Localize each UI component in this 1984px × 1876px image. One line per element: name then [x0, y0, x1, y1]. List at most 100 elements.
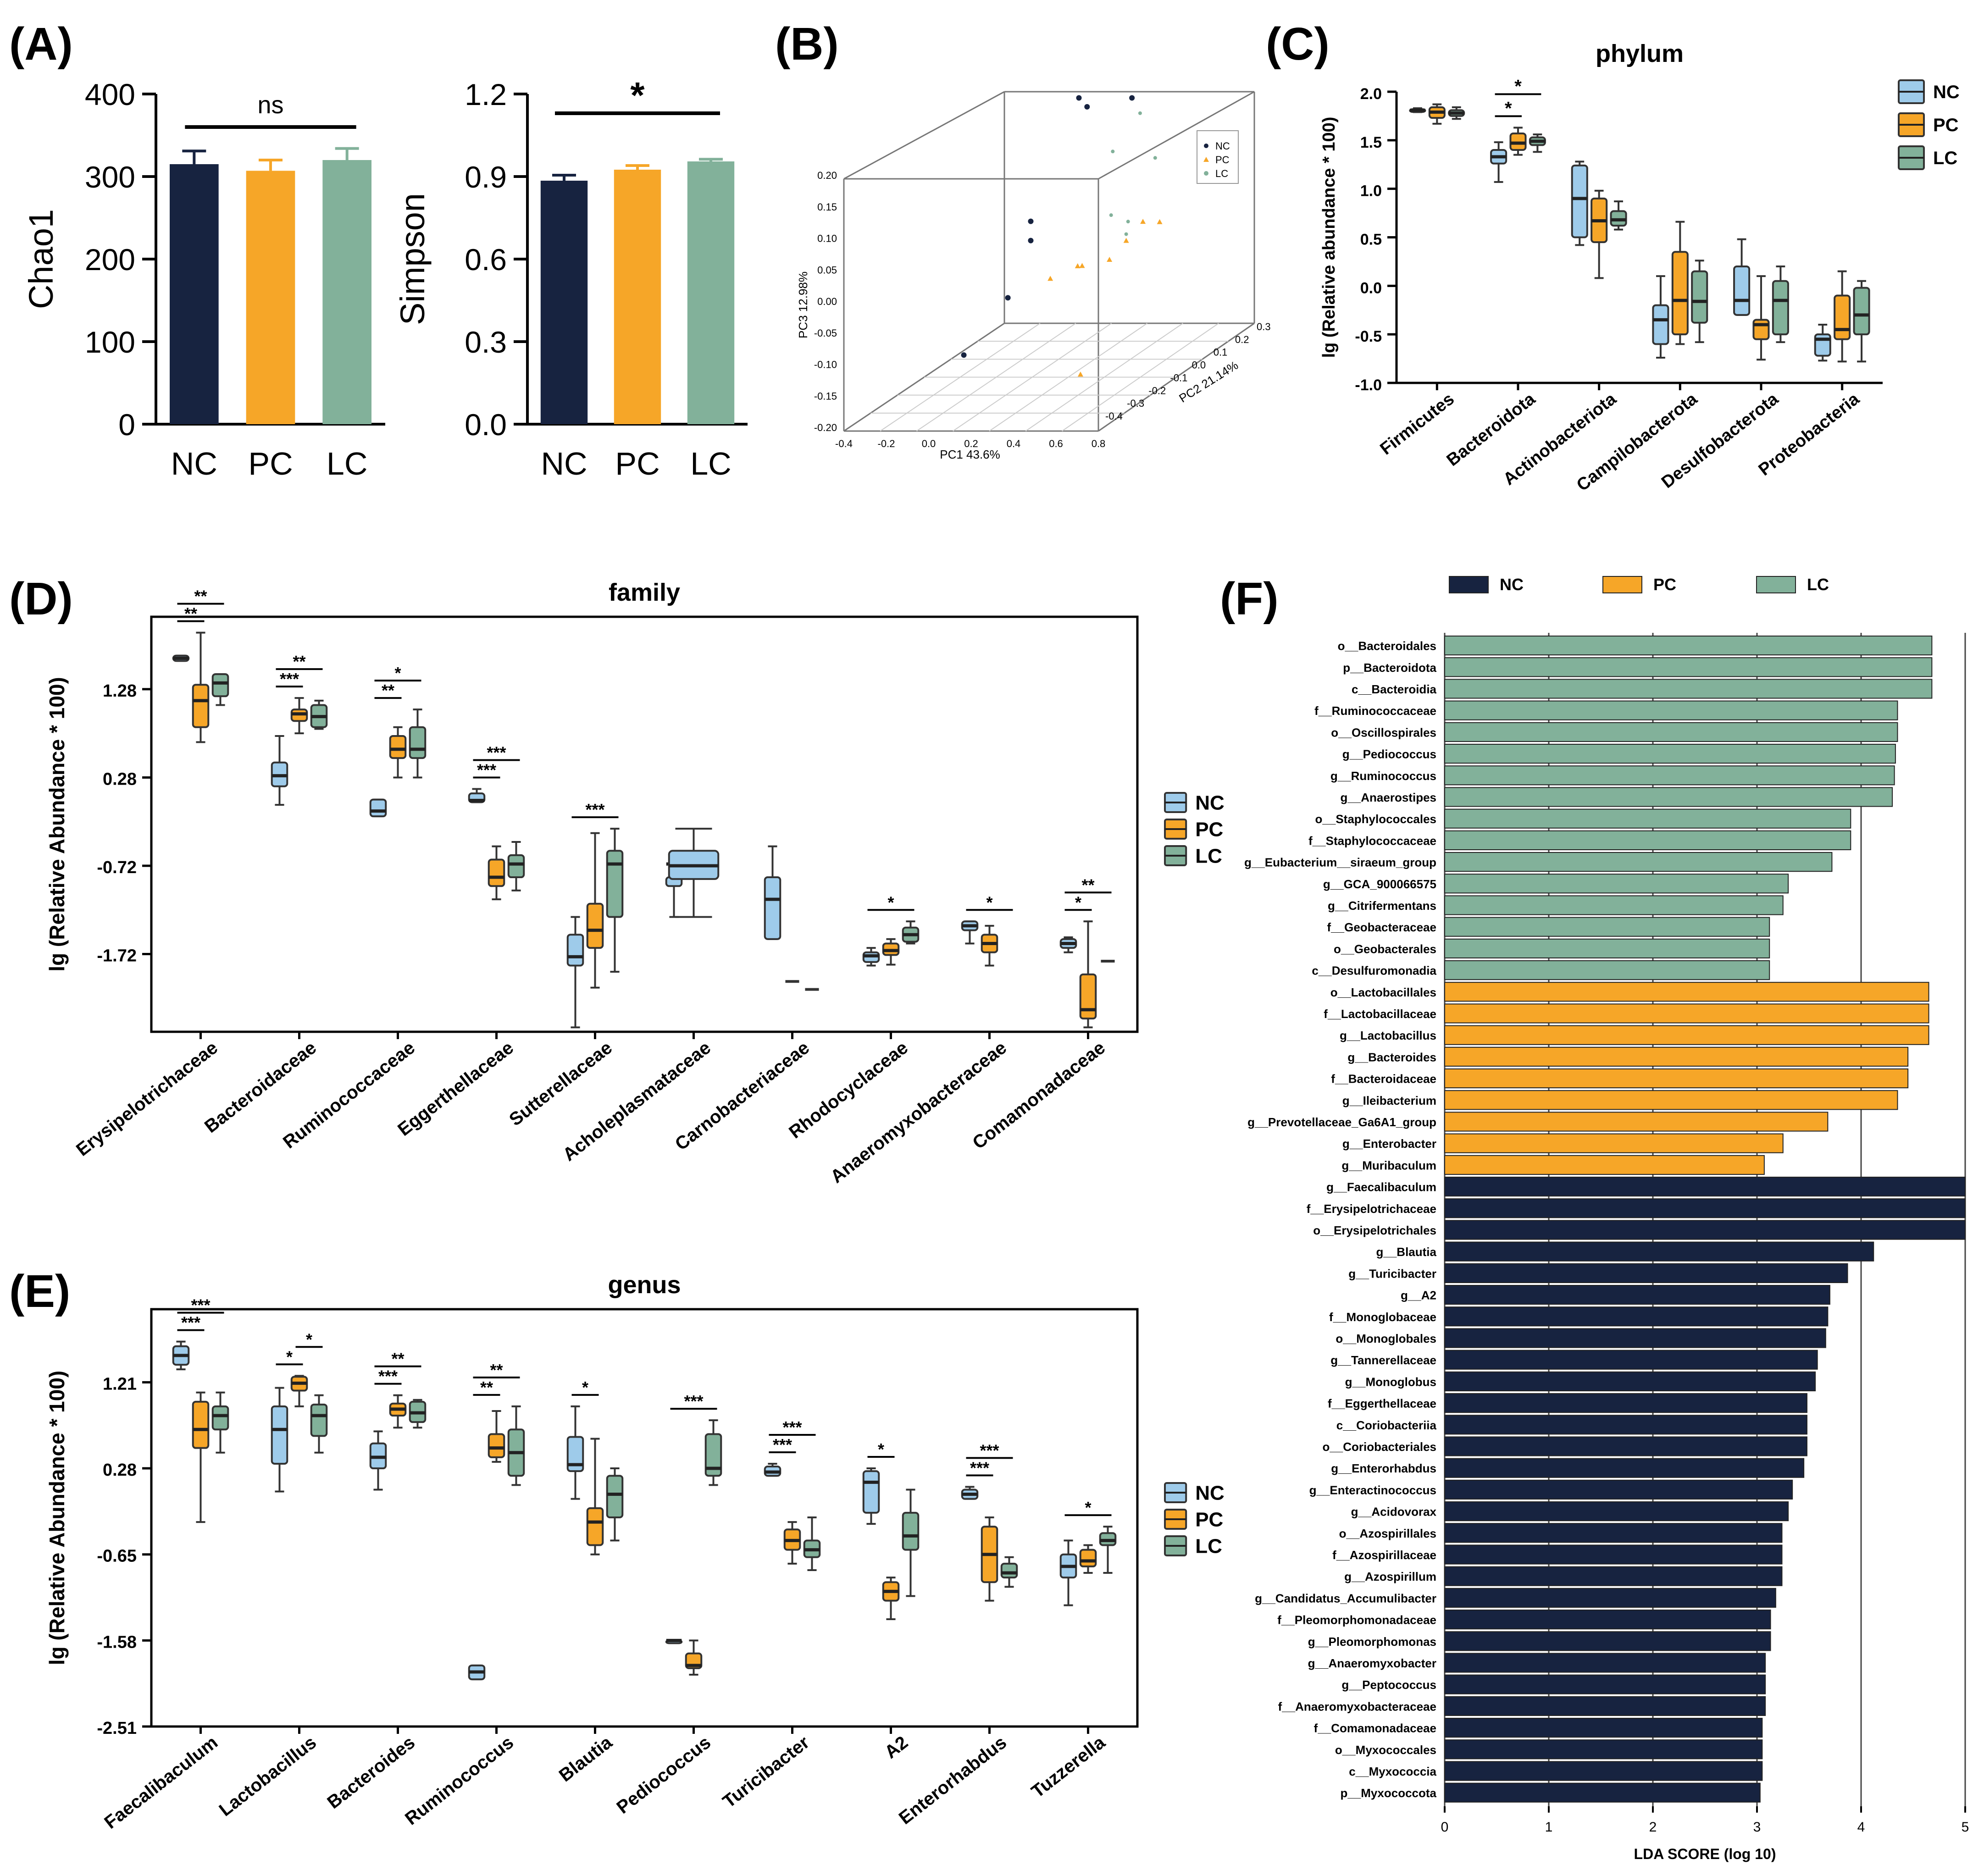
- lda-bar-lc: [1444, 679, 1933, 699]
- lda-bar-label: f__Comamonadaceae: [1314, 1721, 1436, 1735]
- lda-x-tick-label: 5: [1962, 1820, 1969, 1835]
- A1-x-tick-label: LC: [327, 446, 367, 481]
- pcoa-x-label: PC1 43.6%: [940, 448, 1000, 461]
- D-significance-label: ***: [487, 743, 506, 762]
- D-significance-label: ***: [477, 760, 496, 779]
- pcoa-x-tick-label: 0.4: [1007, 438, 1021, 449]
- D-box-pc: [488, 858, 505, 887]
- lda-bar-label: p__Bacteroidota: [1343, 661, 1436, 675]
- lda-bar-label: g__Azospirillum: [1344, 1570, 1436, 1583]
- D-significance-label: **: [184, 604, 197, 623]
- lda-bar-nc: [1444, 1393, 1807, 1413]
- pcoa-point-lc: [1111, 149, 1115, 154]
- E-x-tick-label: A2: [881, 1732, 912, 1762]
- E-box-pc: [1079, 1549, 1097, 1567]
- C-box-nc: [1733, 266, 1751, 316]
- C-y-tick-label: -0.5: [1355, 328, 1382, 345]
- D-box-pc: [586, 902, 604, 949]
- E-box-pc: [586, 1507, 604, 1546]
- lda-bar-label: f__Bacteroidaceae: [1331, 1072, 1436, 1086]
- E-y-tick-label: -0.65: [97, 1547, 137, 1566]
- E-significance-label: ***: [773, 1435, 792, 1454]
- lda-bar-label: o__Azospirillales: [1339, 1527, 1436, 1540]
- C-box-pc: [1752, 319, 1770, 340]
- A2-x-tick-label: LC: [690, 446, 731, 481]
- E-significance-label: ***: [980, 1441, 999, 1460]
- D-box-nc: [764, 876, 781, 940]
- lda-bar-nc: [1444, 1501, 1789, 1522]
- lda-bar-nc: [1444, 1436, 1807, 1456]
- lda-bar-lc: [1444, 830, 1851, 851]
- lda-bar-nc: [1444, 1674, 1766, 1694]
- E-x-tick-label: Faecalibaculum: [100, 1732, 222, 1832]
- A1-ylabel: Chao1: [22, 209, 60, 309]
- lda-bar-label: g__Peptococcus: [1341, 1678, 1436, 1692]
- lda-bar-nc: [1444, 1718, 1763, 1738]
- lda-x-tick-label: 1: [1545, 1820, 1553, 1835]
- pcoa-point-pc: [1140, 219, 1146, 224]
- E-y-tick-label: 1.21: [103, 1374, 137, 1394]
- lda-bar-lc: [1444, 917, 1770, 937]
- lda-bar-label: g__Candidatus_Accumulibacter: [1255, 1591, 1436, 1605]
- D-significance-label: ***: [585, 800, 604, 819]
- lda-legend-label: NC: [1500, 575, 1524, 594]
- lda-bar-label: g__Enterobacter: [1342, 1137, 1436, 1151]
- pcoa-x-tick-label: 0.2: [964, 438, 978, 449]
- pcoa-point-lc: [1153, 156, 1157, 160]
- lda-bar-lc: [1444, 700, 1898, 720]
- lda-x-tick-label: 4: [1857, 1820, 1865, 1835]
- D-significance-label: **: [293, 652, 305, 671]
- D-significance-label: *: [1075, 893, 1081, 912]
- C-legend-label: LC: [1933, 148, 1957, 168]
- D-title: family: [609, 579, 680, 606]
- pcoa-point-pc: [1079, 263, 1085, 268]
- lda-bar-label: c__Desulfuromonadia: [1312, 964, 1436, 978]
- E-significance-label: ***: [181, 1313, 200, 1332]
- pcoa-z-label: PC3 12.98%: [796, 271, 810, 338]
- pcoa-x-tick-label: 0.6: [1049, 438, 1063, 449]
- lda-bar-label: g__GCA_900066575: [1323, 877, 1436, 891]
- lda-bar-label: o__Bacteroidales: [1338, 639, 1436, 653]
- panel-label-e: (E): [9, 1266, 70, 1317]
- E-x-tick-label: Ruminococcus: [401, 1732, 517, 1829]
- pcoa-legend-label: LC: [1215, 168, 1228, 179]
- pcoa-y-tick-label: 0.0: [1192, 360, 1206, 371]
- lda-bar-pc: [1444, 982, 1929, 1002]
- E-x-tick-label: Blautia: [555, 1732, 616, 1786]
- pcoa-z-tick-label: 0.20: [817, 170, 837, 181]
- lda-bar-label: g__A2: [1401, 1289, 1436, 1302]
- C-ylabel: lg (Relative abundance * 100): [1319, 117, 1339, 358]
- lda-bar-label: g__Ileibacterium: [1342, 1094, 1436, 1107]
- pcoa-z-tick-label: 0.05: [817, 264, 837, 276]
- lda-bar-label: f__Monoglobaceae: [1329, 1310, 1436, 1324]
- A2-y-tick-label: 0.6: [465, 243, 507, 277]
- lda-bar-label: g__Eubacterium__siraeum_group: [1244, 856, 1436, 869]
- lda-bar-label: g__Pleomorphomonas: [1308, 1635, 1436, 1649]
- E-legend-label: PC: [1195, 1508, 1223, 1531]
- chart-layer: 0 100 200 300 400 Chao1 NC PC LC ns 0.0 0.3 0.6 0.9 1.…: [22, 40, 1969, 1862]
- pcoa-point-pc: [1123, 238, 1129, 243]
- pcoa-legend-marker: [1204, 171, 1208, 176]
- E-x-tick-label: Enterorhabdus: [895, 1732, 1010, 1828]
- A1-x-tick-label: NC: [171, 446, 217, 481]
- pcoa-3d-plot: -0.4 -0.2 0.0 0.2 0.4 0.6 0.8-0.4-0.3-0.2-0.10…: [796, 91, 1271, 461]
- C-box-pc: [1671, 251, 1689, 336]
- E-title: genus: [608, 1271, 681, 1299]
- E-y-tick-label: -2.51: [97, 1719, 137, 1738]
- C-legend-label: PC: [1933, 115, 1959, 135]
- A1-y-tick-label: 300: [85, 160, 135, 194]
- E-box-lc: [704, 1433, 722, 1477]
- lda-bar-nc: [1444, 1761, 1763, 1781]
- lda-bar-label: g__Ruminococcus: [1330, 769, 1436, 783]
- D-significance-label: *: [986, 893, 992, 912]
- pcoa-box-edge: [843, 91, 1005, 180]
- E-box-lc: [902, 1511, 920, 1551]
- A2-y-tick-label: 1.2: [465, 77, 507, 111]
- E-box-pc: [192, 1400, 210, 1449]
- pcoa-point-nc: [1076, 95, 1082, 101]
- D-significance-label: ***: [280, 670, 299, 688]
- lda-bar-pc: [1444, 1155, 1765, 1175]
- E-y-tick-label: 0.28: [103, 1461, 137, 1480]
- D-box-nc: [369, 798, 387, 818]
- lda-bar-nc: [1444, 1523, 1783, 1543]
